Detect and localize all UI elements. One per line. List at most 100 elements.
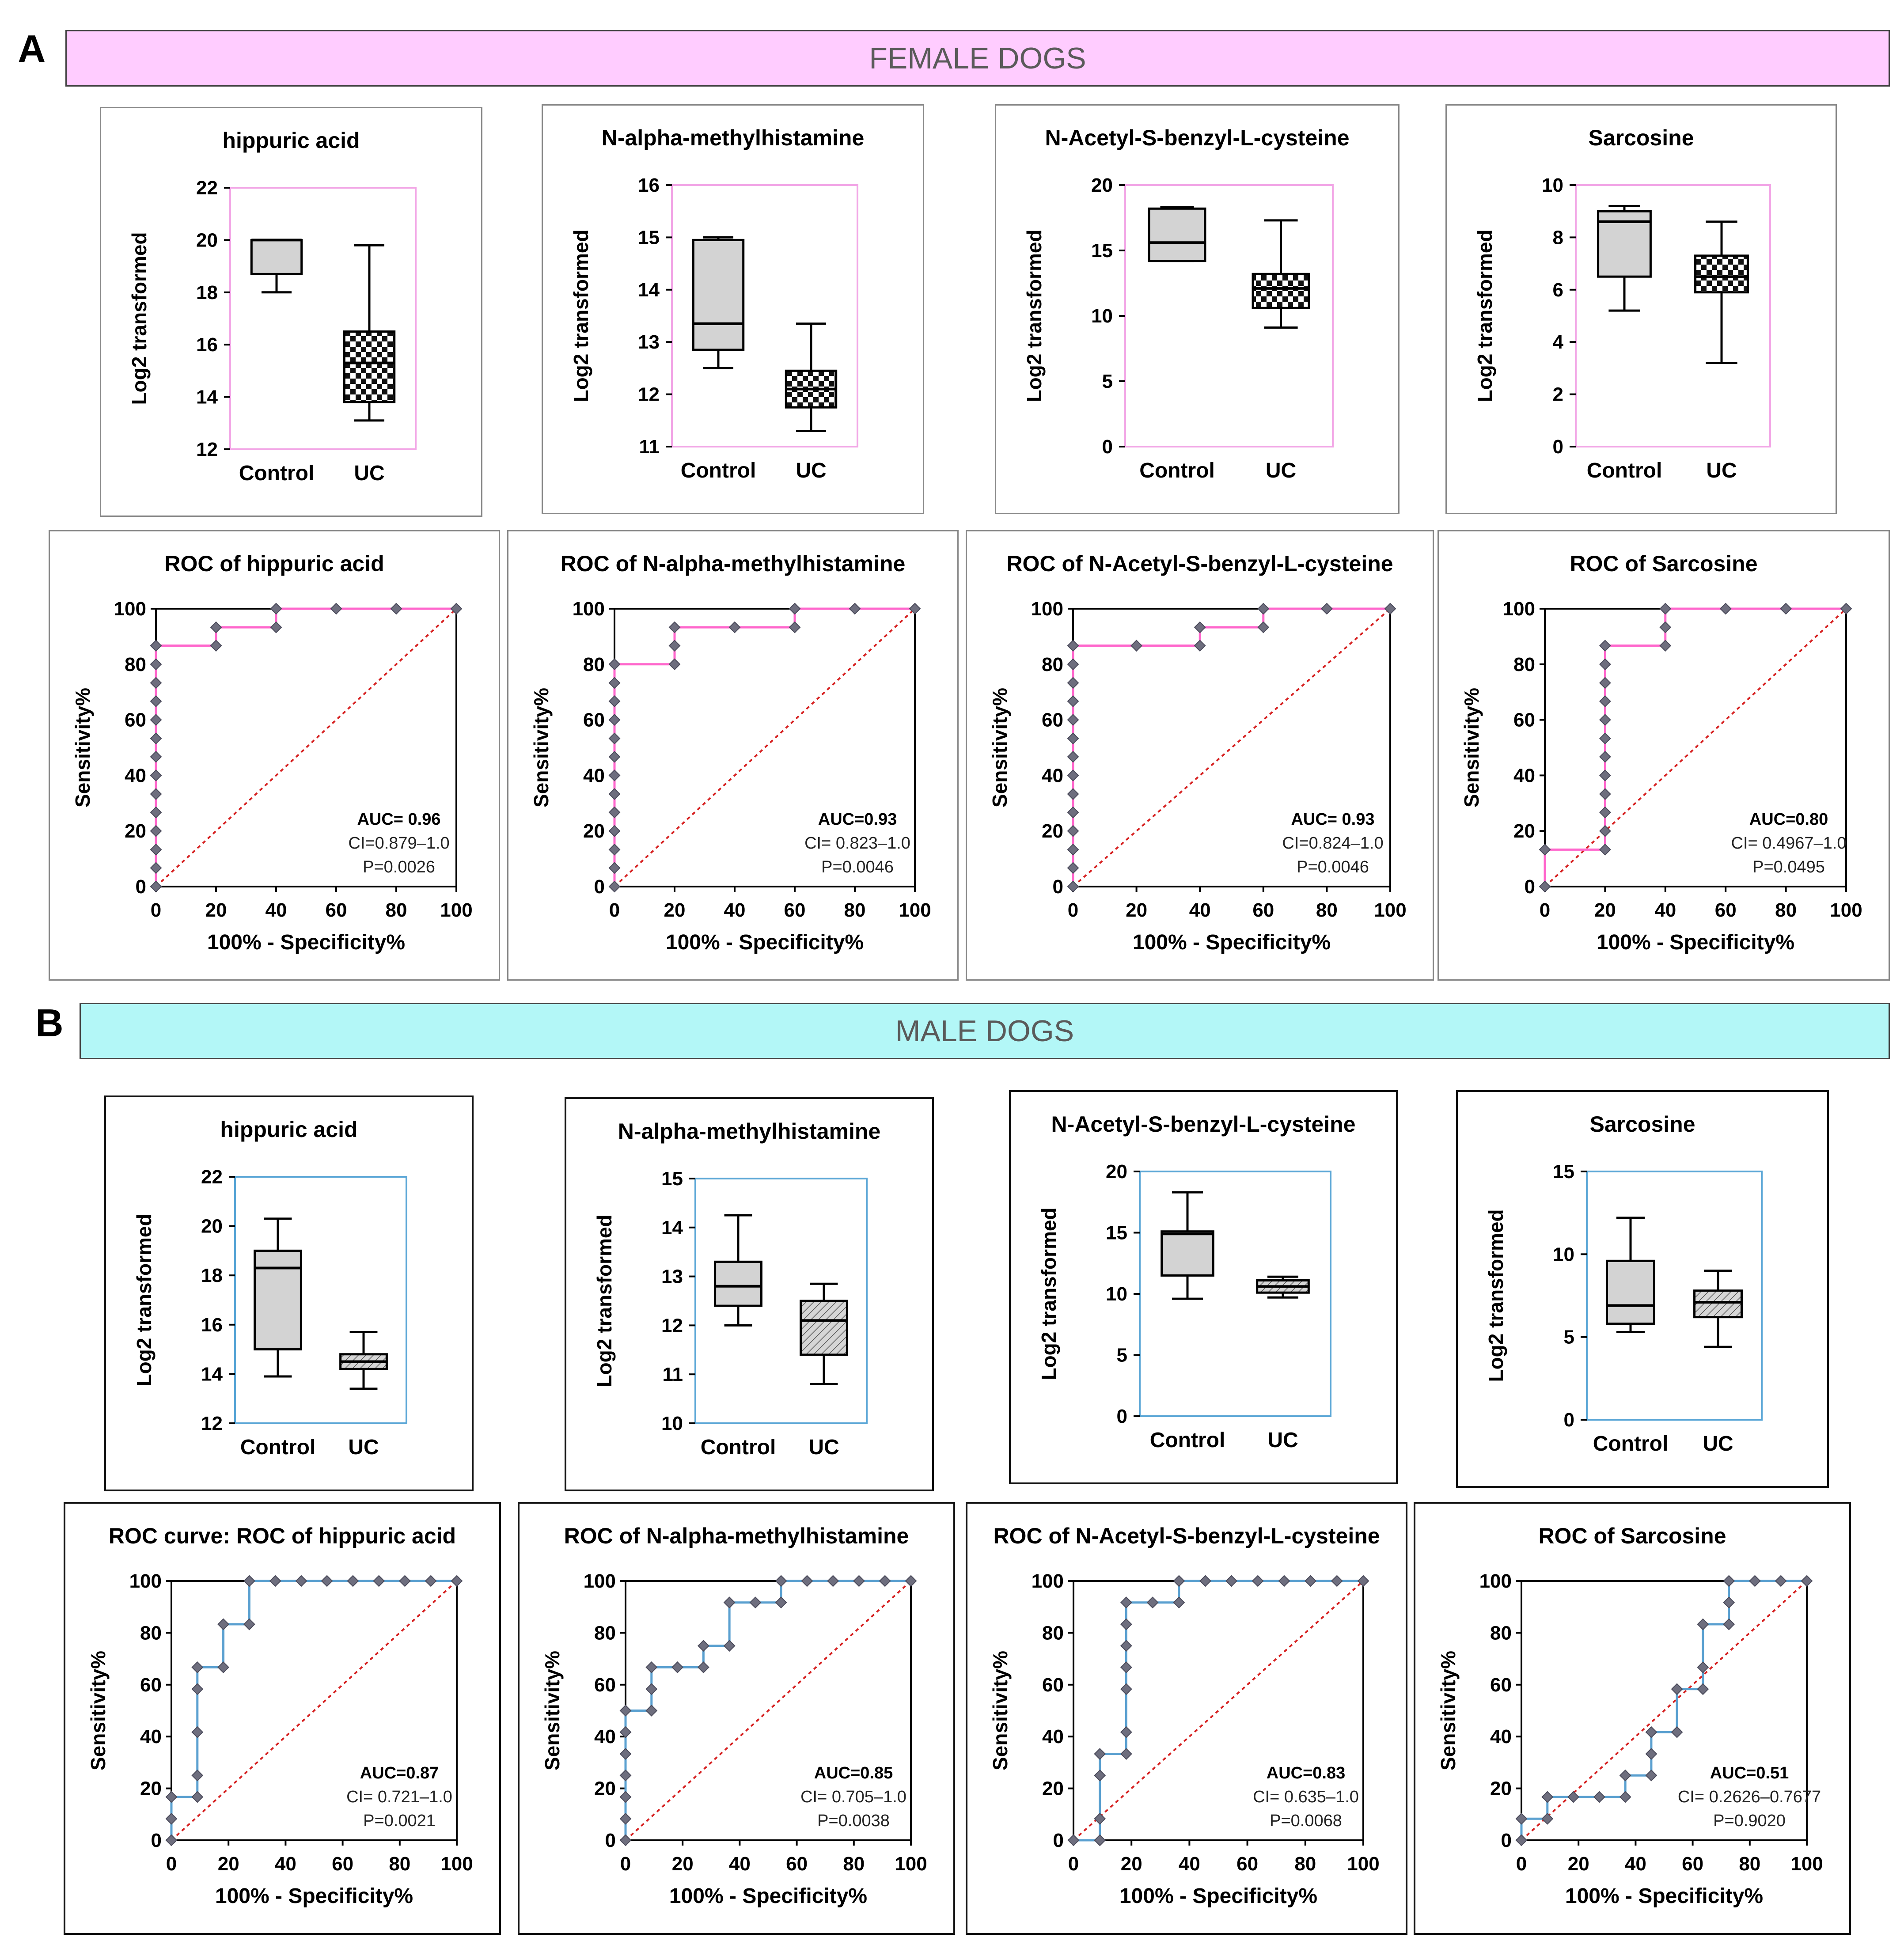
male-sarcosine-boxplot: Sarcosine 0 5 10 15 Log2 transformed Control UC: [1456, 1090, 1829, 1488]
x-tick-label: 40: [1179, 1853, 1200, 1875]
roc-point: [1599, 843, 1611, 856]
y-tick-label: 40: [594, 1726, 616, 1748]
roc-point: [1599, 806, 1611, 819]
y-tick-label: 80: [583, 654, 605, 675]
y-tick-label: 0: [1102, 436, 1113, 458]
roc-point: [775, 1596, 787, 1609]
y-tick-label: 60: [1042, 709, 1063, 731]
roc-point: [1146, 1596, 1159, 1609]
roc-point: [1567, 1791, 1579, 1803]
roc-point: [1173, 1575, 1185, 1587]
category-label: Control: [701, 1436, 776, 1459]
x-tick-label: 40: [265, 899, 287, 921]
category-label: Control: [1150, 1429, 1225, 1452]
roc-point: [270, 621, 282, 633]
roc-point: [1067, 788, 1079, 800]
female-n-acetyl-s-benzyl-l-cysteine-boxplot: N-Acetyl-S-benzyl-L-cysteine 0 5 10 15 20 Log2…: [995, 104, 1400, 514]
reference-diagonal: [155, 608, 457, 887]
x-tick-label: 0: [1068, 899, 1078, 921]
chart-title: ROC of N-alpha-methylhistamine: [564, 1524, 909, 1548]
roc-point: [1120, 1640, 1132, 1652]
x-tick-label: 0: [1516, 1853, 1527, 1875]
x-axis-label: 100% - Specificity%: [207, 931, 405, 954]
y-axis-label: Log2 transformed: [128, 232, 151, 405]
roc-point: [1384, 603, 1396, 615]
y-tick-label: 0: [1053, 876, 1063, 898]
roc-point: [425, 1575, 437, 1587]
roc-point: [1619, 1791, 1631, 1803]
y-tick-label: 15: [1106, 1222, 1127, 1244]
x-axis-label: 100% - Specificity%: [1597, 931, 1794, 954]
roc-point: [1541, 1791, 1554, 1803]
x-tick-label: 40: [729, 1853, 751, 1875]
y-tick-label: 40: [583, 765, 605, 786]
y-tick-label: 20: [583, 820, 605, 842]
auc-label: AUC=0.85: [814, 1764, 893, 1782]
y-tick-label: 22: [201, 1166, 223, 1188]
roc-point: [165, 1812, 178, 1825]
x-axis-label: 100% - Specificity%: [1565, 1884, 1763, 1908]
roc-point: [608, 751, 621, 763]
box-control: [1148, 206, 1206, 262]
chart-svg: N-alpha-methylhistamine 10 11 12 13 14 15 Log2 …: [593, 1119, 880, 1459]
y-tick-label: 13: [638, 331, 660, 353]
y-tick-label: 60: [1490, 1674, 1512, 1696]
roc-point: [1173, 1596, 1185, 1609]
roc-point: [909, 603, 921, 615]
roc-point: [295, 1575, 307, 1587]
x-tick-label: 80: [1294, 1853, 1316, 1875]
roc-point: [619, 1769, 632, 1782]
x-tick-label: 0: [151, 899, 161, 921]
roc-point: [879, 1575, 891, 1587]
box-control: [1161, 1191, 1214, 1300]
roc-point: [1094, 1834, 1106, 1846]
x-tick-label: 60: [332, 1853, 353, 1875]
chart-svg: Sarcosine 0 2 4 6 8 10 Log2 transformed Control U…: [1473, 125, 1771, 482]
y-tick-label: 20: [594, 1778, 616, 1800]
box-uc: [1252, 219, 1310, 329]
auc-label: AUC= 0.93: [1291, 810, 1374, 829]
y-axis-label: Sensitivity%: [541, 1651, 564, 1770]
roc-point: [150, 714, 162, 726]
x-axis-label: 100% - Specificity%: [666, 931, 864, 954]
auc-label: AUC=0.93: [818, 810, 897, 829]
roc-point: [269, 1575, 281, 1587]
auc-label: AUC=0.83: [1267, 1764, 1345, 1782]
auc-label: AUC=0.80: [1749, 810, 1828, 829]
category-label: UC: [1703, 1432, 1733, 1456]
roc-point: [619, 1726, 632, 1738]
y-tick-label: 60: [1513, 709, 1535, 731]
roc-point: [1599, 714, 1611, 726]
male-n-alpha-methylhistamine-boxplot: N-alpha-methylhistamine 10 11 12 13 14 15 Log2 …: [565, 1097, 934, 1491]
female-dogs-title: FEMALE DOGS: [869, 42, 1086, 75]
roc-point: [1619, 1769, 1631, 1782]
roc-point: [347, 1575, 359, 1587]
iqr-box: [1606, 1259, 1655, 1325]
box-uc: [1256, 1275, 1310, 1299]
roc-point: [789, 603, 801, 615]
roc-point: [1659, 640, 1672, 652]
y-tick-label: 100: [1032, 1570, 1064, 1592]
roc-point: [1067, 769, 1079, 781]
roc-point: [1067, 695, 1079, 707]
x-tick-label: 20: [672, 1853, 694, 1875]
roc-curve: [1520, 1580, 1807, 1840]
y-tick-label: 100: [114, 598, 146, 620]
p-value-label: P=0.9020: [1713, 1812, 1786, 1830]
x-tick-label: 40: [275, 1853, 296, 1875]
box-control: [714, 1214, 762, 1327]
x-tick-label: 100: [440, 1853, 473, 1875]
category-label: UC: [796, 459, 826, 482]
category-label: UC: [1267, 1429, 1298, 1452]
roc-point: [191, 1661, 204, 1673]
chart-title: Sarcosine: [1588, 125, 1694, 150]
x-tick-label: 60: [784, 899, 806, 921]
y-tick-label: 5: [1564, 1327, 1574, 1348]
x-axis-label: 100% - Specificity%: [215, 1884, 413, 1908]
roc-point: [1801, 1575, 1813, 1587]
x-tick-label: 20: [1121, 1853, 1142, 1875]
female-hippuric-acid-roc: ROC of hippuric acid 0 0 20 20 40 40 60 60 80 80 10…: [49, 530, 500, 981]
chart-title: ROC curve: ROC of hippuric acid: [109, 1524, 456, 1548]
y-axis-label: Sensitivity%: [87, 1651, 110, 1770]
y-tick-label: 4: [1553, 331, 1564, 353]
